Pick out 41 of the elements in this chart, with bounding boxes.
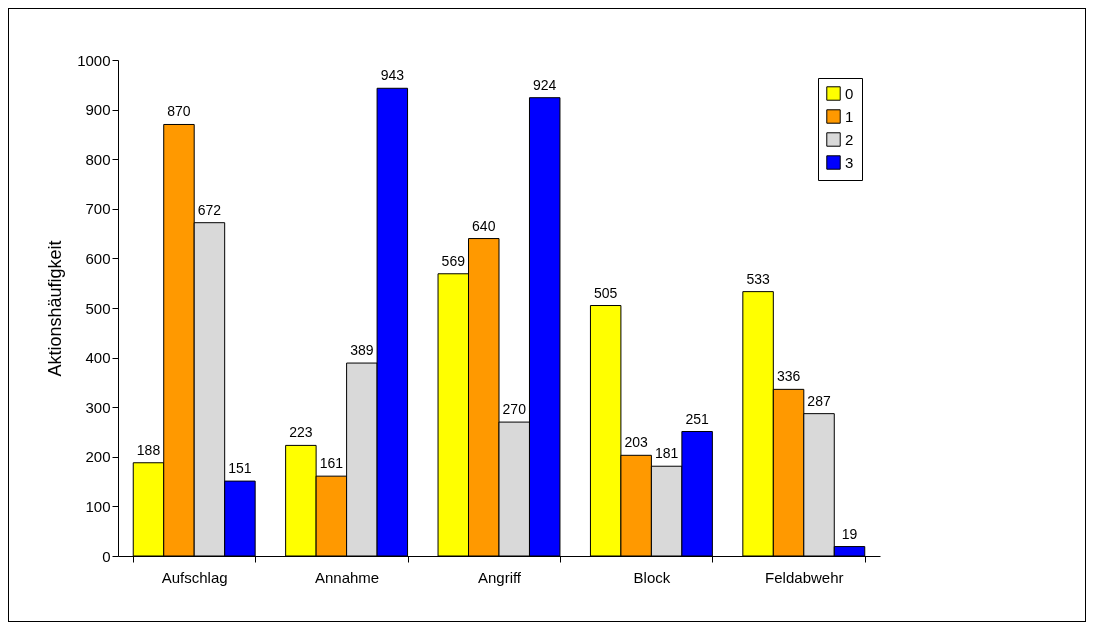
legend-label: 2 — [845, 130, 854, 148]
y-axis-title: Aktionshäufigkeit — [45, 240, 66, 377]
data-label: 203 — [624, 434, 649, 451]
data-label: 336 — [776, 368, 801, 385]
data-label: 19 — [841, 525, 858, 542]
x-tick-label: Feldabwehr — [765, 568, 844, 586]
data-label: 389 — [350, 342, 374, 359]
data-label: 672 — [197, 201, 222, 218]
data-label: 270 — [502, 401, 527, 418]
data-label: 569 — [441, 252, 466, 269]
data-label: 151 — [228, 460, 252, 477]
y-tick-label: 300 — [85, 398, 111, 416]
data-label: 287 — [807, 392, 831, 409]
y-tick-label: 1000 — [77, 51, 111, 69]
x-tick-label: Block — [633, 568, 671, 586]
data-label: 870 — [167, 103, 191, 120]
data-label: 924 — [533, 76, 557, 93]
y-tick-label: 600 — [85, 249, 111, 267]
y-tick-label: 400 — [85, 349, 111, 367]
y-tick-label: 500 — [85, 299, 111, 317]
data-label: 640 — [472, 217, 496, 234]
legend-label: 0 — [845, 84, 854, 102]
x-tick-label: Annahme — [314, 568, 380, 586]
y-tick-label: 900 — [85, 101, 111, 119]
y-tick-label: 100 — [85, 497, 111, 515]
legend-label: 1 — [845, 107, 854, 125]
y-tick-label: 0 — [102, 547, 111, 565]
y-tick-label: 200 — [85, 448, 111, 466]
data-label: 188 — [136, 441, 161, 458]
data-label: 181 — [654, 445, 679, 462]
x-tick-label: Aufschlag — [161, 568, 228, 586]
data-label: 161 — [319, 455, 344, 472]
y-tick-label: 700 — [85, 200, 111, 218]
x-tick-label: Angriff — [477, 568, 522, 586]
data-label: 251 — [685, 410, 710, 427]
y-tick-label: 800 — [85, 150, 111, 168]
data-label: 223 — [289, 424, 313, 441]
data-label: 533 — [746, 270, 770, 287]
data-label: 943 — [380, 67, 405, 84]
data-label: 505 — [594, 284, 618, 301]
legend-label: 3 — [845, 153, 854, 171]
